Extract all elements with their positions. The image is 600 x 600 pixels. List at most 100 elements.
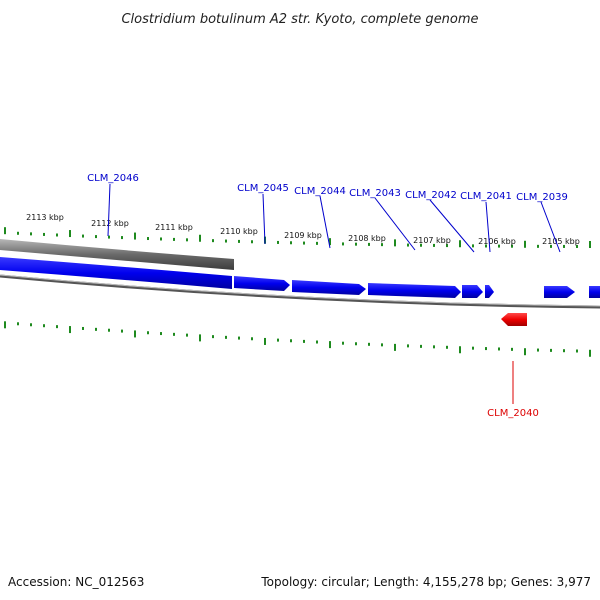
upper-tick	[394, 239, 396, 247]
lower-tick	[550, 348, 552, 352]
upper-tick	[238, 239, 240, 243]
kbp-label-2109: 2109 kbp	[284, 231, 322, 240]
upper-tick	[251, 240, 253, 244]
upper-tick	[589, 240, 591, 248]
gene-arrow-CLM_2042[interactable]	[462, 285, 483, 298]
gene-label-CLM_2042[interactable]: CLM_2042	[405, 190, 457, 201]
upper-tick	[420, 243, 422, 247]
lower-tick	[238, 336, 240, 340]
leader-CLM_2041	[485, 201, 491, 253]
lower-tick	[537, 348, 539, 352]
lower-tick	[407, 344, 409, 348]
upper-tick	[563, 244, 565, 248]
upper-tick	[56, 233, 58, 237]
lower-tick	[108, 328, 110, 332]
gene-arrow-CLM_2039[interactable]	[544, 286, 575, 298]
kbp-label-2106: 2106 kbp	[478, 237, 516, 246]
gene-label-CLM_2043[interactable]: CLM_2043	[349, 188, 401, 199]
gc-content-band	[0, 239, 234, 270]
upper-tick	[199, 234, 201, 242]
upper-tick	[303, 241, 305, 245]
lower-tick	[342, 341, 344, 345]
kbp-label-2111: 2111 kbp	[155, 223, 193, 232]
lower-tick	[316, 340, 318, 344]
gene-arrow-CLM_2041[interactable]	[485, 285, 494, 298]
lower-tick	[30, 323, 32, 327]
lower-tick	[225, 335, 227, 339]
upper-tick	[69, 230, 71, 238]
lower-tick	[56, 325, 58, 329]
lower-tick	[121, 329, 123, 333]
lower-tick	[524, 348, 526, 356]
gene-arrow-CLM_2040[interactable]	[501, 313, 527, 326]
lower-tick	[160, 332, 162, 336]
upper-tick	[537, 244, 539, 248]
lower-tick	[563, 349, 565, 353]
upper-tick	[4, 227, 6, 235]
lower-tick	[303, 339, 305, 343]
upper-tick	[355, 242, 357, 246]
upper-tick	[108, 235, 110, 239]
upper-tick	[43, 232, 45, 236]
gene-arrow-CLM_2045[interactable]	[234, 276, 290, 291]
leader-CLM_2045	[262, 193, 266, 245]
lower-tick	[329, 341, 331, 349]
upper-tick	[342, 242, 344, 246]
upper-tick	[576, 244, 578, 248]
upper-tick	[329, 238, 331, 246]
gene-label-CLM_2040[interactable]: CLM_2040	[487, 408, 539, 419]
kbp-label-2107: 2107 kbp	[413, 236, 451, 245]
lower-tick	[173, 332, 175, 336]
upper-tick	[30, 232, 32, 236]
lower-tick	[264, 337, 266, 345]
genome-title: Clostridium botulinum A2 str. Kyoto, com…	[121, 12, 478, 27]
lower-tick	[199, 334, 201, 342]
accession-text: Accession: NC_012563	[8, 575, 144, 589]
gene-arrow-partial-right[interactable]	[589, 286, 600, 298]
gene-label-CLM_2045[interactable]: CLM_2045	[237, 183, 289, 194]
upper-tick	[134, 232, 136, 240]
upper-tick	[173, 237, 175, 241]
leader-CLM_2039	[540, 201, 561, 253]
leader-CLM_2042	[429, 199, 475, 253]
gene-arrow-CLM_2044[interactable]	[292, 280, 366, 295]
upper-tick	[381, 243, 383, 247]
upper-tick	[511, 244, 513, 248]
leader-CLM_2043	[374, 197, 416, 251]
upper-tick	[407, 243, 409, 247]
upper-tick	[186, 238, 188, 242]
gene-label-CLM_2044[interactable]: CLM_2044	[294, 186, 346, 197]
lower-tick	[17, 322, 19, 326]
gene-label-CLM_2041[interactable]: CLM_2041	[460, 191, 512, 202]
lower-tick	[485, 347, 487, 351]
lower-kbp-tick-row	[4, 321, 591, 357]
kbp-label-2105: 2105 kbp	[542, 237, 580, 246]
kbp-label-2110: 2110 kbp	[220, 227, 258, 236]
gene-label-CLM_2046[interactable]: CLM_2046	[87, 173, 139, 184]
lower-tick	[368, 342, 370, 346]
upper-tick	[446, 244, 448, 248]
gene-label-CLM_2039[interactable]: CLM_2039	[516, 192, 568, 203]
lower-tick	[511, 347, 513, 351]
upper-tick	[498, 244, 500, 248]
lower-tick	[277, 338, 279, 342]
genome-backbone	[0, 274, 600, 309]
lower-tick	[82, 326, 84, 330]
upper-tick	[550, 244, 552, 248]
leader-CLM_2046	[107, 183, 111, 237]
upper-tick	[524, 240, 526, 248]
gene-labels: CLM_2046 CLM_2045 CLM_2044 CLM_2043 CLM_…	[87, 173, 568, 419]
upper-tick	[459, 240, 461, 248]
upper-tick	[17, 231, 19, 235]
gene-label-leaders	[107, 183, 561, 253]
upper-tick	[485, 244, 487, 248]
lower-tick	[459, 346, 461, 354]
upper-tick	[160, 237, 162, 241]
lower-tick	[381, 343, 383, 347]
lower-tick	[4, 321, 6, 329]
lower-tick	[212, 335, 214, 339]
gene-arrow-CLM_2043[interactable]	[368, 283, 461, 298]
upper-tick	[368, 242, 370, 246]
upper-tick	[433, 243, 435, 247]
